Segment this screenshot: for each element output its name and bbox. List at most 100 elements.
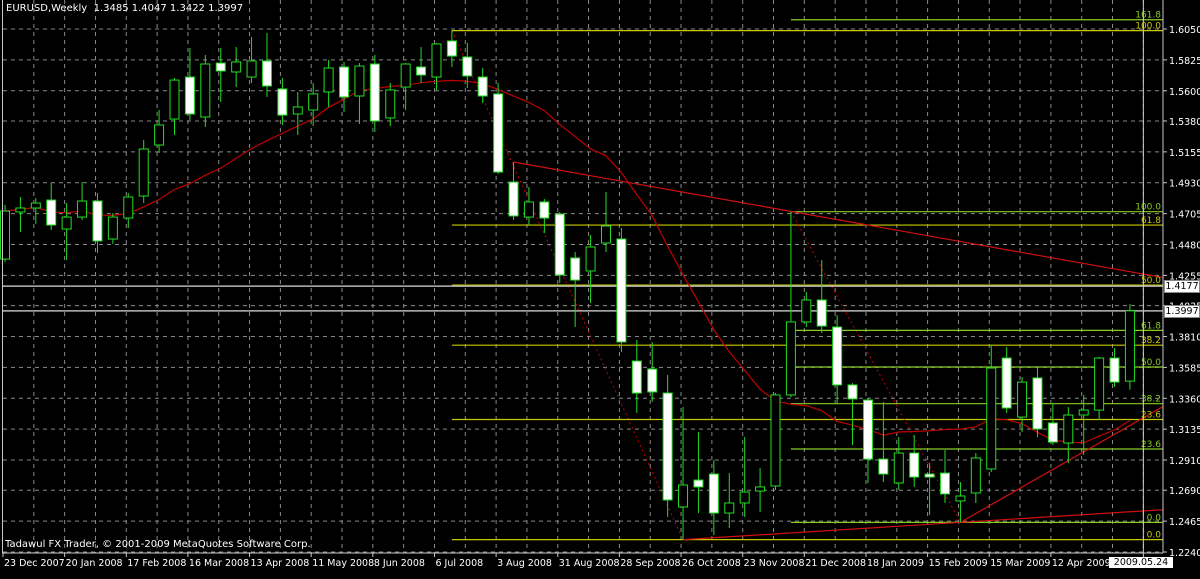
candle-bull bbox=[200, 63, 211, 118]
candle-bear bbox=[878, 458, 889, 475]
candle-bear bbox=[924, 473, 935, 478]
line-price-label: 1.4177 bbox=[1164, 280, 1200, 293]
candle-bull bbox=[107, 216, 118, 240]
candle-bear bbox=[662, 392, 673, 501]
candle-bear bbox=[416, 66, 427, 76]
candle-bull bbox=[785, 321, 796, 396]
candle-bull bbox=[323, 67, 334, 93]
price-tick-label: 1.2240 bbox=[1169, 548, 1200, 559]
price-tick-label: 1.5825 bbox=[1169, 56, 1200, 67]
price-tick-label: 1.4705 bbox=[1169, 210, 1200, 221]
trendline bbox=[513, 161, 1164, 279]
time-tick-label: 28 Sep 2008 bbox=[620, 558, 680, 569]
candle-bear bbox=[339, 66, 350, 98]
candle-bull bbox=[755, 486, 766, 492]
price-tick-label: 1.4255 bbox=[1169, 271, 1200, 282]
price-tick-label: 1.5380 bbox=[1169, 117, 1200, 128]
price-tick-label: 1.5155 bbox=[1169, 148, 1200, 159]
fibonacci-level-label: 38.2 bbox=[1141, 395, 1161, 405]
candle-bear bbox=[92, 200, 103, 242]
candles bbox=[0, 30, 1135, 540]
price-tick-label: 1.3810 bbox=[1169, 332, 1200, 343]
candle-bull bbox=[523, 201, 534, 218]
fibonacci-level-label: 61.8 bbox=[1141, 321, 1161, 331]
price-tick-label: 1.5600 bbox=[1169, 87, 1200, 98]
time-tick-label: 8 Jun 2008 bbox=[374, 558, 425, 569]
candle-bull bbox=[431, 43, 442, 78]
candle-bull bbox=[739, 491, 750, 504]
price-tick-label: 1.3585 bbox=[1169, 363, 1200, 374]
time-tick-label: 23 Dec 2007 bbox=[4, 558, 65, 569]
price-tick-label: 1.4930 bbox=[1169, 179, 1200, 190]
ohlc-readout: 1.3485 1.4047 1.3422 1.3997 bbox=[93, 3, 244, 14]
candle-bear bbox=[647, 368, 658, 393]
candle-bear bbox=[1109, 357, 1120, 383]
candle-bear bbox=[816, 299, 827, 327]
candle-bear bbox=[261, 60, 272, 87]
candle-bear bbox=[462, 56, 473, 77]
fibonacci-level-label: 0.0 bbox=[1147, 513, 1162, 523]
candle-bull bbox=[986, 367, 997, 470]
fibonacci-level-label: 38.2 bbox=[1141, 336, 1161, 346]
candle-bull bbox=[770, 394, 781, 487]
fibonacci-trendline bbox=[451, 30, 684, 540]
chart-objects bbox=[3, 19, 1164, 541]
fibonacci-level-label: 23.6 bbox=[1141, 411, 1161, 421]
candle-bear bbox=[493, 93, 504, 173]
candle-bear bbox=[539, 201, 550, 219]
candle-bear bbox=[708, 473, 719, 514]
time-tick-label: 11 May 2008 bbox=[312, 558, 374, 569]
candle-bull bbox=[1124, 310, 1135, 382]
candle-bull bbox=[1094, 357, 1105, 411]
candle-bear bbox=[369, 63, 380, 122]
candle-bull bbox=[138, 148, 149, 197]
candle-bull bbox=[61, 216, 72, 230]
candle-bear bbox=[477, 76, 488, 97]
fibonacci-level-label: 0.0 bbox=[1147, 531, 1162, 541]
candle-bull bbox=[154, 124, 165, 146]
time-tick-label: 12 Apr 2009 bbox=[1052, 558, 1111, 569]
candle-bear bbox=[832, 326, 843, 386]
time-tick-label: 18 Jan 2009 bbox=[867, 558, 924, 569]
fibonacci-level-label: 100.0 bbox=[1135, 22, 1161, 32]
candle-bear bbox=[508, 181, 519, 217]
candle-bull bbox=[724, 502, 735, 514]
time-tick-label: 21 Dec 2008 bbox=[805, 558, 866, 569]
moving-average bbox=[4, 79, 1131, 444]
time-tick-label: 6 Jul 2008 bbox=[435, 558, 483, 569]
candle-bull bbox=[970, 457, 981, 494]
fibonacci-level-label: 50.0 bbox=[1141, 358, 1161, 368]
candle-bear bbox=[940, 472, 951, 495]
candle-bull bbox=[385, 89, 396, 119]
fibonacci-level-label: 161.8 bbox=[1135, 11, 1161, 21]
candle-bear bbox=[446, 40, 457, 57]
bid-price-label: 1.3997 bbox=[1164, 305, 1200, 318]
time-tick-label: 15 Mar 2009 bbox=[990, 558, 1050, 569]
time-tick-label: 31 Aug 2008 bbox=[559, 558, 620, 569]
candle-bull bbox=[678, 484, 689, 508]
grid bbox=[3, 0, 1163, 553]
candle-bear bbox=[554, 213, 565, 276]
price-tick-label: 1.3135 bbox=[1169, 425, 1200, 436]
price-tick-label: 1.6050 bbox=[1169, 25, 1200, 36]
candle-bull bbox=[1017, 381, 1028, 418]
trendline bbox=[960, 406, 1164, 523]
candle-bear bbox=[1001, 357, 1012, 409]
candle-bear bbox=[616, 238, 627, 343]
symbol-period: EURUSD,Weekly bbox=[6, 3, 88, 14]
trendline bbox=[683, 509, 1164, 541]
candle-bull bbox=[1063, 414, 1074, 444]
candle-bull bbox=[1078, 409, 1089, 416]
candle-bear bbox=[909, 452, 920, 478]
time-tick-label: 17 Feb 2008 bbox=[127, 558, 186, 569]
time-tick-label: 23 Nov 2008 bbox=[744, 558, 805, 569]
time-tick-label: 26 Oct 2008 bbox=[682, 558, 741, 569]
candle-bear bbox=[570, 257, 581, 281]
candle-bull bbox=[600, 225, 611, 244]
time-tick-label: 13 Apr 2008 bbox=[251, 558, 310, 569]
price-tick-label: 1.2690 bbox=[1169, 486, 1200, 497]
fibonacci-level-label: 50.0 bbox=[1141, 276, 1161, 286]
time-tick-label: 3 Aug 2008 bbox=[497, 558, 552, 569]
